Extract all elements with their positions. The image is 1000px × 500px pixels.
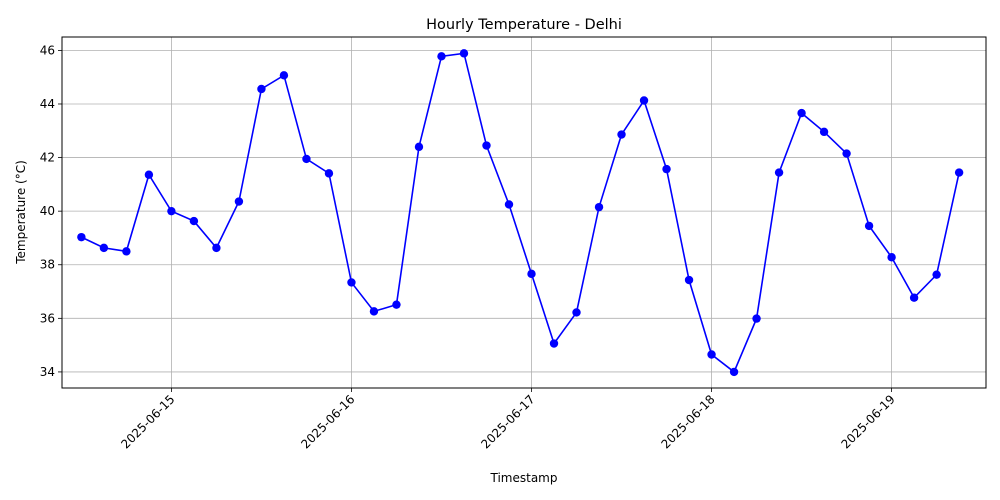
data-point bbox=[639, 96, 649, 105]
data-point bbox=[774, 168, 784, 177]
data-point bbox=[684, 275, 694, 285]
data-point bbox=[729, 367, 739, 377]
y-tick-label: 34 bbox=[40, 365, 55, 379]
data-point bbox=[347, 278, 356, 287]
data-point bbox=[842, 149, 851, 158]
data-point bbox=[617, 130, 626, 139]
data-point bbox=[662, 164, 671, 174]
data-point bbox=[279, 71, 289, 80]
y-axis-label: Temperature (°C) bbox=[14, 160, 28, 265]
data-point bbox=[212, 243, 221, 253]
data-point bbox=[77, 232, 86, 242]
data-point bbox=[324, 169, 334, 178]
y-tick-label: 44 bbox=[40, 97, 55, 111]
y-tick-label: 40 bbox=[40, 204, 55, 218]
data-point bbox=[572, 308, 581, 317]
y-axis: 34 36 38 40 42 44 46 bbox=[40, 43, 62, 379]
data-point bbox=[144, 170, 154, 179]
data-point bbox=[819, 127, 829, 137]
y-tick-label: 46 bbox=[40, 43, 55, 57]
data-point bbox=[414, 142, 424, 152]
data-point bbox=[594, 202, 604, 212]
data-point bbox=[549, 339, 559, 348]
chart-title: Hourly Temperature - Delhi bbox=[426, 17, 622, 33]
data-point bbox=[797, 108, 806, 118]
data-point bbox=[887, 253, 896, 262]
data-point bbox=[909, 293, 919, 302]
data-point bbox=[527, 269, 536, 279]
series-layer bbox=[77, 49, 964, 377]
data-point bbox=[167, 206, 176, 216]
data-point bbox=[234, 197, 244, 206]
data-point bbox=[257, 84, 266, 94]
y-tick-label: 36 bbox=[40, 311, 55, 325]
series-line bbox=[81, 52, 960, 374]
grid-lines bbox=[62, 37, 986, 388]
data-point bbox=[437, 52, 446, 61]
data-point bbox=[189, 216, 199, 226]
data-point bbox=[864, 221, 874, 231]
data-point bbox=[504, 200, 514, 209]
data-point bbox=[369, 307, 379, 316]
data-point bbox=[954, 168, 964, 177]
data-point bbox=[122, 247, 131, 256]
data-point bbox=[482, 141, 491, 150]
data-point bbox=[302, 154, 311, 164]
data-point bbox=[707, 350, 716, 359]
x-axis-label: Timestamp bbox=[490, 471, 558, 485]
data-point bbox=[99, 243, 109, 253]
data-point bbox=[752, 314, 761, 323]
y-tick-label: 42 bbox=[40, 151, 55, 165]
plot-frame bbox=[61, 36, 987, 389]
data-point bbox=[459, 49, 469, 58]
y-tick-label: 38 bbox=[40, 258, 55, 272]
data-point bbox=[392, 300, 401, 309]
data-point bbox=[932, 270, 941, 279]
